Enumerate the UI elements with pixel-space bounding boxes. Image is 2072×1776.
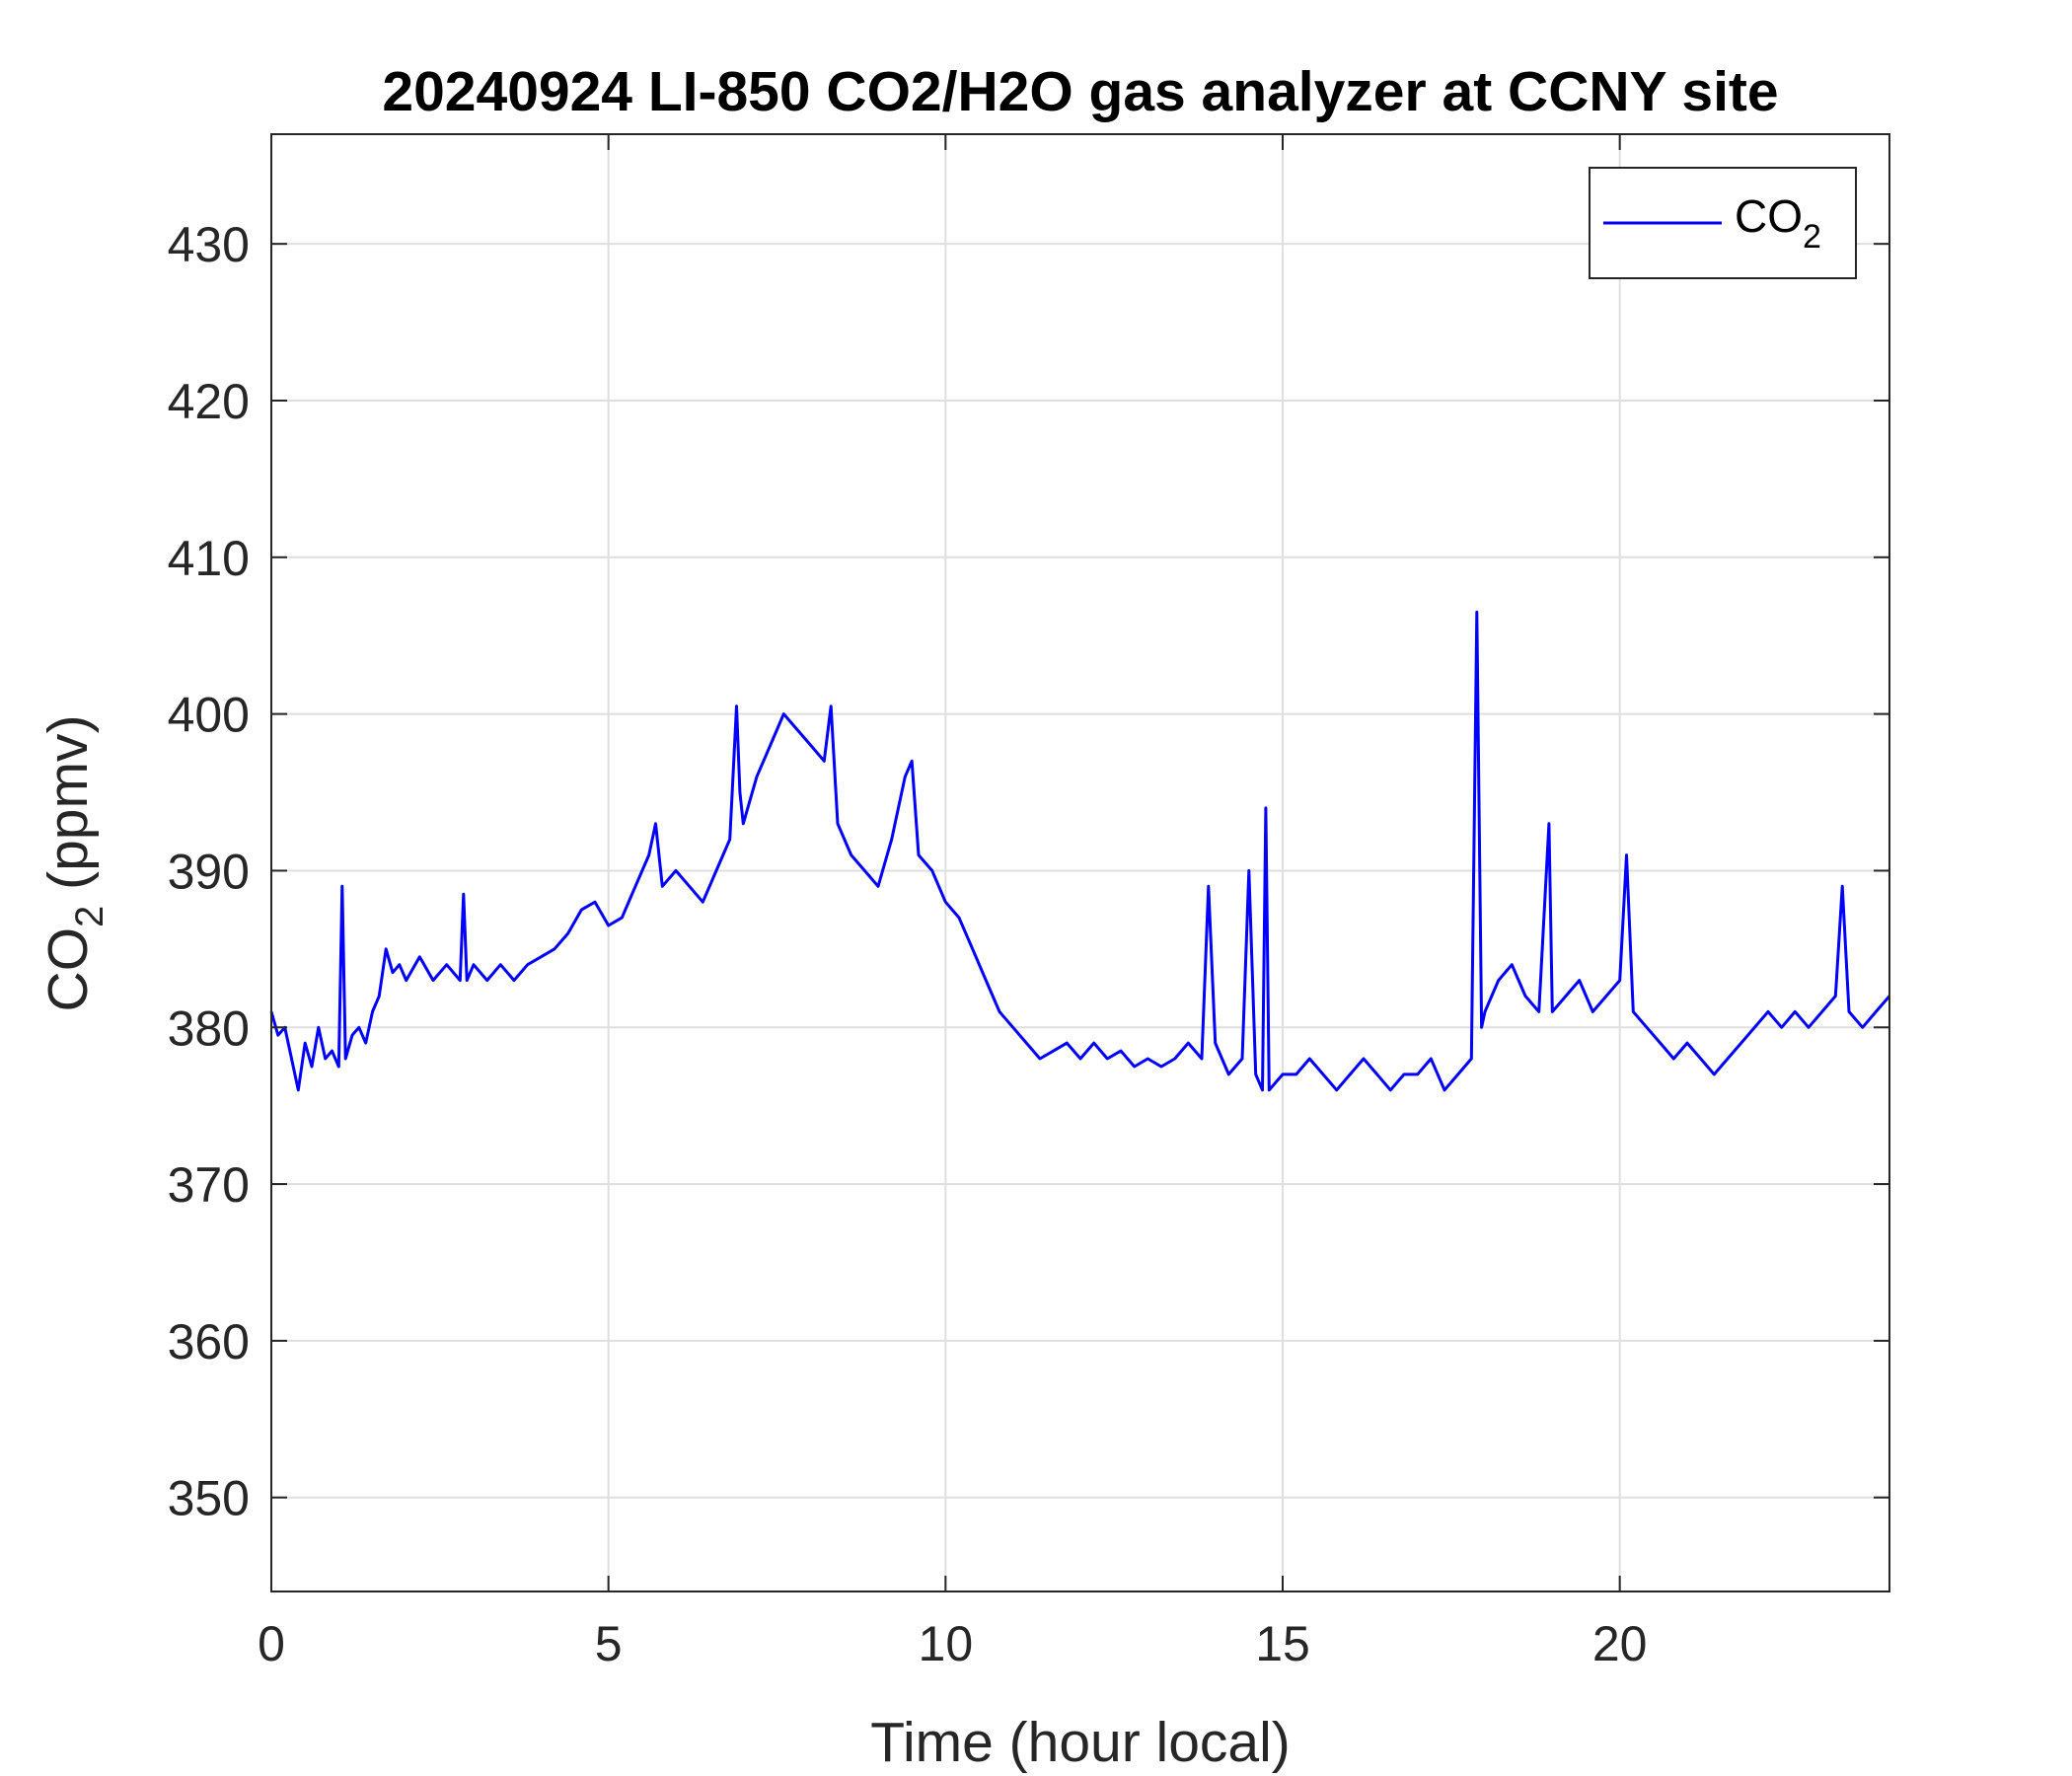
plot-area-background (271, 134, 1889, 1591)
y-tick-label-380: 380 (168, 1000, 250, 1056)
y-tick-label-420: 420 (168, 374, 250, 429)
series-line-co2 (269, 610, 1891, 1092)
y-tick-label-410: 410 (168, 531, 250, 586)
y-tick-label-390: 390 (168, 844, 250, 899)
series-layer (269, 610, 1891, 1092)
legend-label-subscript: 2 (1803, 218, 1821, 256)
legend-label-base: CO (1735, 190, 1803, 242)
tick-layer: 350 360 370 380 390 400 410 420 430 0 5 10 15 20 (168, 134, 1889, 1671)
x-tick-label-20: 20 (1592, 1616, 1648, 1671)
y-axis-label-base: CO (37, 927, 100, 1012)
y-tick-label-400: 400 (168, 688, 250, 743)
x-tick-label-5: 5 (595, 1616, 623, 1671)
y-tick-label-360: 360 (168, 1314, 250, 1369)
y-tick-label-350: 350 (168, 1471, 250, 1526)
x-axis-label: Time (hour local) (870, 1711, 1291, 1774)
x-tick-label-10: 10 (919, 1616, 974, 1671)
legend-label-co2: CO2 (1735, 190, 1821, 256)
x-tick-label-15: 15 (1255, 1616, 1310, 1671)
chart-title: 20240924 LI-850 CO2/H2O gas analyzer at … (382, 60, 1778, 123)
x-tick-label-0: 0 (258, 1616, 285, 1671)
y-axis-label: CO2 (ppmv) (37, 715, 111, 1012)
y-tick-label-370: 370 (168, 1157, 250, 1213)
y-tick-label-430: 430 (168, 217, 250, 272)
y-axis-label-unit: (ppmv) (37, 715, 100, 906)
y-axis-label-subscript: 2 (68, 906, 111, 927)
axes-box (270, 133, 1890, 1592)
legend: CO2 (1589, 167, 1857, 279)
